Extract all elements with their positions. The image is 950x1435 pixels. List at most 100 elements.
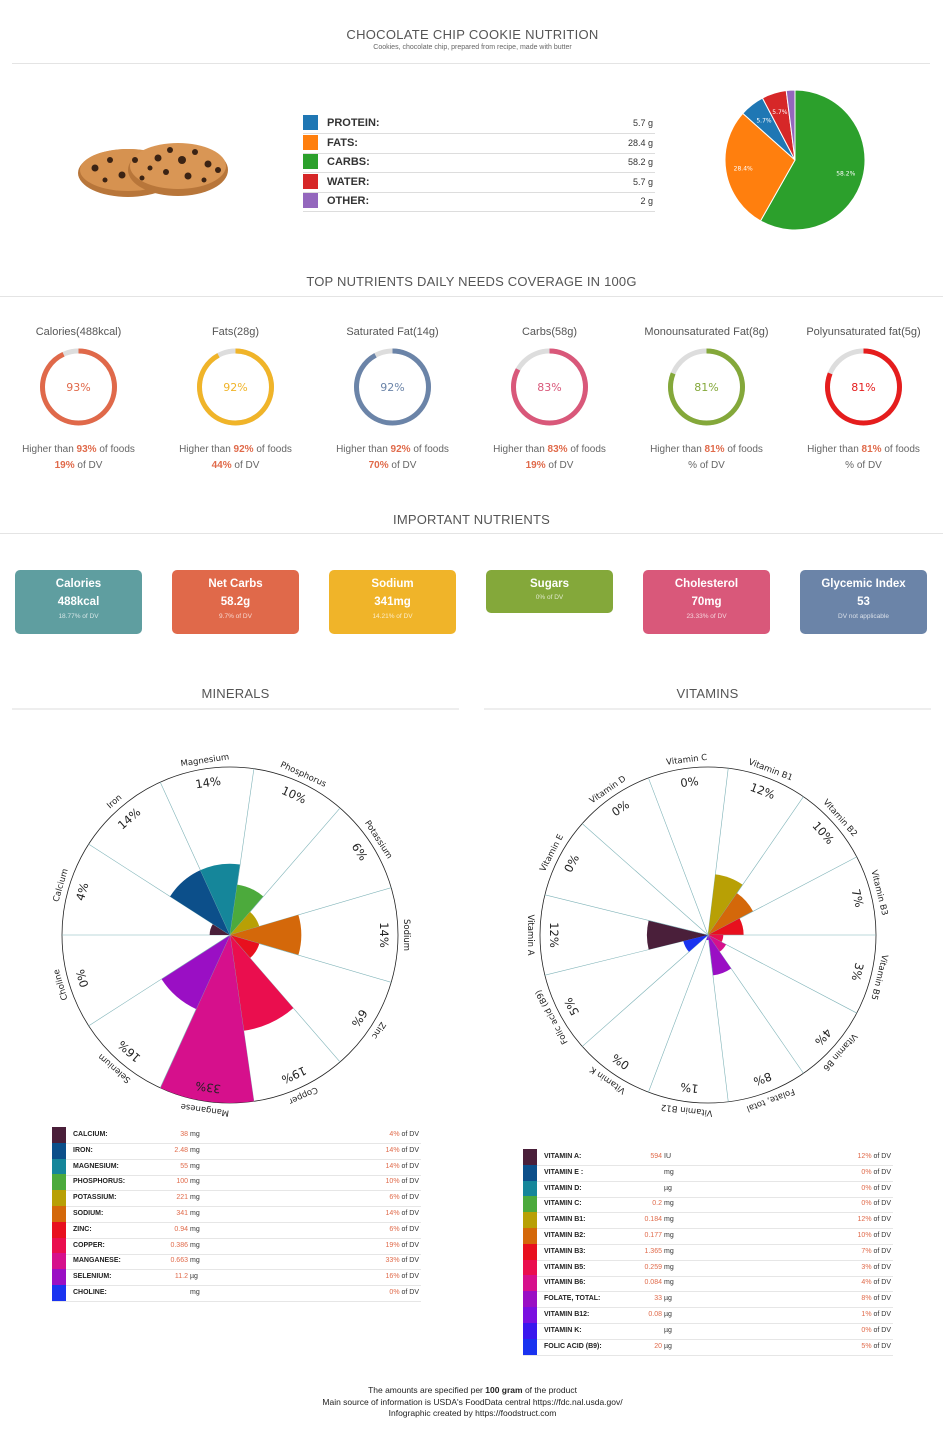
dv-percent: 33% [385,1257,400,1265]
nutrient-name: VITAMIN B3: [544,1247,586,1255]
pie-label: 28.4% [734,166,753,173]
ring-dv-line: 44% of DV [211,460,260,471]
nutrient-unit: mg [190,1241,200,1249]
nutrient-name: VITAMIN A: [544,1153,582,1160]
table-row: VITAMIN B5: 0.259 mg 3% of DV [523,1259,893,1277]
table-row: SODIUM: 341 mg 14% of DV [52,1206,421,1223]
ring-arc [668,348,745,426]
highlight-value: 81% [861,444,882,455]
minerals-title: MINERALS [201,686,270,701]
card-dv: 23.33% of DV [686,613,727,620]
nutrient-card: Sugars 0% of DV [486,570,613,613]
nutrient-name: CHOLINE: [73,1289,107,1296]
pie-label: 58.2% [836,170,855,177]
nutrient-card: Sodium 341mg 14.21% of DV [329,570,456,634]
nutrient-card: Calories 488kcal 18.77% of DV [15,570,142,634]
radial-wedge [200,863,241,935]
macro-pie-chart: 58.2% 28.4% 5.7%5.7% [724,89,866,231]
radial-percent: 14% [377,922,391,948]
radial-label: Vitamin B3 [868,869,889,917]
table-row: FOLATE, TOTAL: 33 µg 8% of DV [523,1291,893,1309]
nutrient-amount: 33 [654,1295,662,1303]
radial-percent: 5% [561,995,582,1018]
radial-percent: 4% [812,1026,835,1049]
table-row: SELENIUM: 11.2 µg 16% of DV [52,1269,421,1287]
nutrient-unit: mg [190,1178,200,1186]
nutrient-dv: 19% of DV [385,1241,419,1249]
table-row: PHOSPHORUS: 100 mg 10% of DV [52,1174,421,1192]
nutrient-unit: mg [190,1162,200,1170]
macro-row: FATS: 28.4 g [303,134,655,154]
radial-percent: 1% [679,1080,699,1096]
dv-percent: 5% [861,1342,872,1350]
nutrient-name: ZINC: [73,1225,92,1233]
legend-swatch [523,1338,537,1355]
nutrient-name: FOLIC ACID (B9): [544,1342,602,1350]
coverage-ring: Polyunsaturated fat(5g) 81% Higher than 81… [785,326,942,474]
card-title: Net Carbs [208,578,263,590]
dv-percent: 10% [385,1178,400,1186]
pie-slice [724,112,796,222]
macro-name: PROTEIN: [327,117,380,129]
nutrient-amount: 1.365 [644,1247,662,1255]
table-row: CHOLINE: mg 0% of DV [52,1285,421,1302]
radial-label: Folic acid (B9) [534,988,571,1046]
card-title: Calories [55,578,102,590]
card-title: Sugars [530,578,569,590]
legend-swatch [523,1228,537,1244]
radial-percent: 6% [349,1007,371,1030]
legend-swatch [52,1237,66,1254]
nutrient-dv: 12% of DV [857,1216,891,1224]
nutrient-name: MAGNESIUM: [73,1162,119,1170]
nutrient-unit: IU [664,1153,671,1160]
nutrient-dv: 1% of DV [861,1311,891,1318]
nutrient-card: Cholesterol 70mg 23.33% of DV [643,570,770,634]
highlight-value: 70% [368,460,389,471]
ring-foods-line: Higher than 93% of foods [22,444,135,455]
nutrient-dv: 6% of DV [389,1194,419,1202]
table-row: VITAMIN C: 0.2 mg 0% of DV [523,1196,893,1214]
dv-percent: 16% [385,1273,400,1281]
macro-value: 5.7 g [632,118,653,128]
dv-percent: 0% [861,1200,872,1208]
ring-percent: 81% [694,381,718,394]
nutrient-amount: 0.08 [648,1311,662,1318]
nutrient-unit: µg [664,1184,672,1192]
dv-percent: 0% [861,1184,872,1192]
divider [12,63,930,64]
footer-line-1: The amounts are specified per 100 gram o… [368,1385,577,1395]
radial-label: Copper [287,1084,319,1106]
nutrient-name: VITAMIN B2: [544,1232,586,1239]
nutrient-amount: 38 [180,1131,188,1138]
ring-gauge: 81% [825,348,902,426]
nutrient-unit: mg [190,1194,200,1202]
nutrient-unit: µg [664,1295,672,1303]
highlight-value: 83% [547,444,568,455]
dv-percent: 19% [385,1241,400,1249]
dv-percent: 7% [861,1247,872,1255]
radial-wedge [160,935,254,1103]
nutrient-unit: mg [190,1225,200,1233]
card-dv: 0% of DV [535,594,564,601]
legend-swatch [52,1285,66,1301]
card-value: 488kcal [57,596,100,608]
table-row: VITAMIN B1: 0.184 mg 12% of DV [523,1212,893,1230]
ring-dv-line: 19% of DV [525,460,574,471]
nutrient-amount: 11.2 [174,1273,188,1281]
card-dv: 9.7% of DV [219,613,252,620]
table-row: COPPER: 0.386 mg 19% of DV [52,1237,421,1255]
legend-swatch [52,1142,66,1159]
radial-label: Vitamin C [666,753,708,768]
dv-percent: 12% [857,1216,872,1224]
table-row: VITAMIN K: µg 0% of DV [523,1322,893,1340]
nutrient-name: VITAMIN K: [544,1326,582,1334]
ring-arc [511,348,588,426]
ring-arc [197,348,274,426]
nutrient-dv: 7% of DV [861,1247,891,1255]
dv-percent: 14% [385,1162,400,1170]
nutrient-dv: 3% of DV [861,1263,891,1271]
divider [0,296,943,297]
legend-swatch [303,134,318,150]
radial-wedge [170,870,230,935]
pie-label: 5.7% [756,117,772,124]
